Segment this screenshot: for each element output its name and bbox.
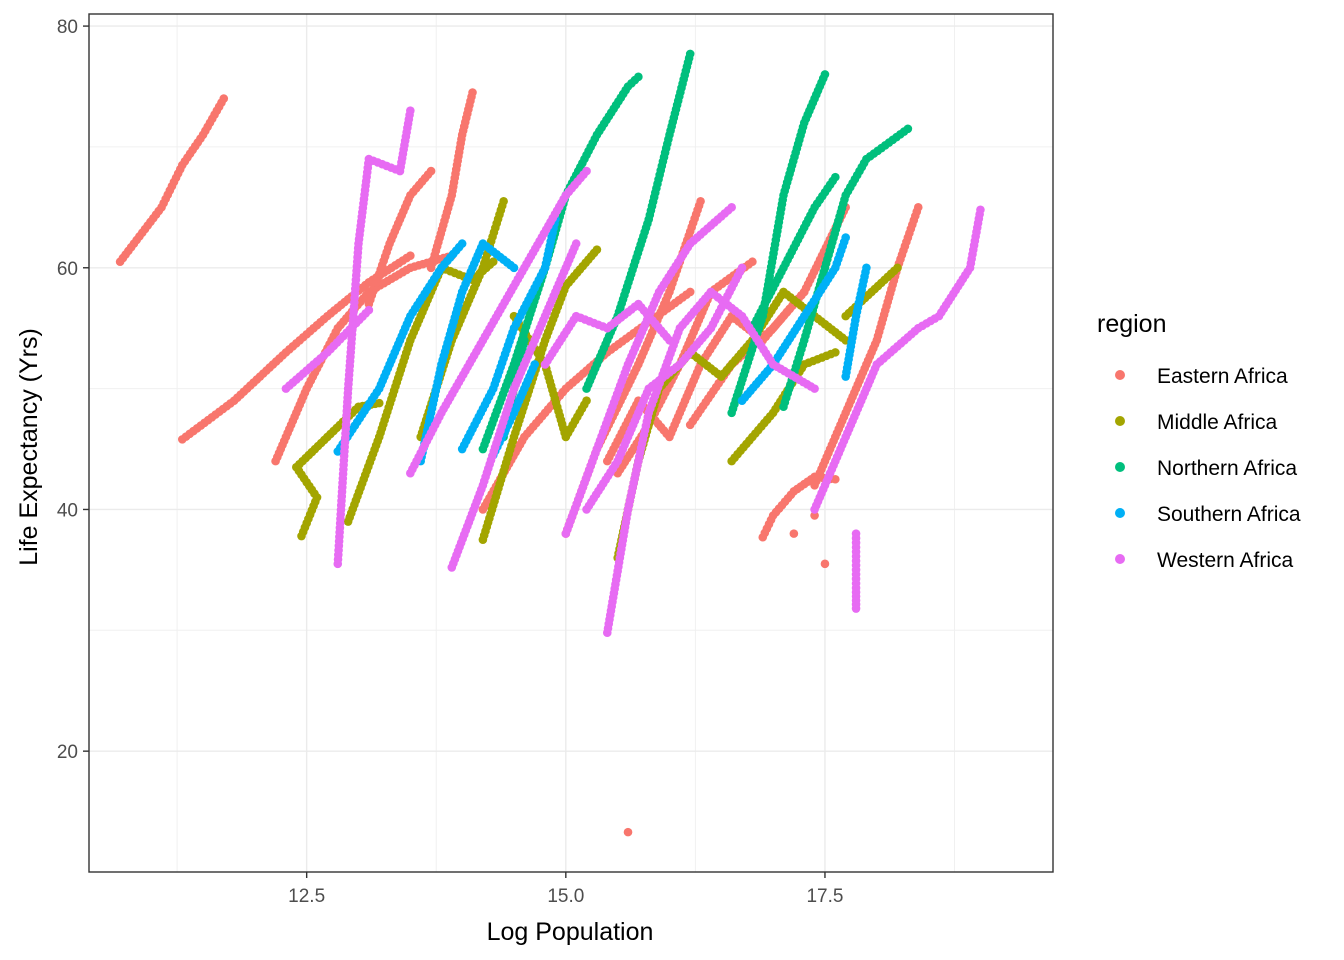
data-point (748, 257, 757, 267)
data-point (789, 529, 799, 538)
y-tick-label: 80 (57, 17, 78, 38)
data-point (374, 398, 384, 408)
legend-key (1115, 416, 1125, 426)
data-point (520, 335, 529, 345)
legend-key (1115, 554, 1125, 564)
data-point (862, 263, 871, 273)
data-point (831, 474, 840, 484)
data-point (582, 166, 591, 176)
x-tick-label: 15.0 (547, 886, 584, 907)
legend-label: Southern Africa (1157, 503, 1301, 526)
plot-panel-border (88, 13, 1054, 873)
y-axis-title: Life Expectancy (Yrs) (15, 328, 43, 566)
data-point (468, 88, 477, 97)
data-point (685, 287, 695, 297)
minor-gridlines (89, 14, 1053, 873)
data-point (219, 94, 229, 103)
data-point (737, 263, 747, 273)
data-point (406, 106, 415, 115)
legend: region Eastern Africa Middle Africa Northe… (1097, 310, 1301, 572)
data-point (727, 203, 736, 212)
data-point (841, 233, 850, 242)
y-tick-label: 40 (57, 500, 78, 521)
data-point (364, 305, 374, 315)
data-point (913, 203, 923, 212)
data-point (623, 827, 633, 837)
legend-label: Western Africa (1157, 549, 1293, 572)
data-point (820, 559, 830, 569)
legend-label: Eastern Africa (1157, 365, 1288, 388)
data-point (820, 70, 830, 79)
major-gridlines (89, 14, 1053, 872)
data-point (634, 72, 643, 82)
data-point (571, 239, 581, 248)
data-point (530, 360, 540, 369)
legend-key (1115, 508, 1125, 518)
x-axis-ticks: 12.5 15.0 17.5 (288, 872, 843, 907)
legend-label: Northern Africa (1157, 457, 1297, 480)
data-point (831, 172, 840, 182)
data-point (893, 263, 902, 273)
data-point (696, 197, 705, 206)
data-point (592, 245, 602, 254)
data-point (406, 251, 415, 260)
x-tick-label: 17.5 (806, 886, 843, 907)
data-point (851, 529, 861, 538)
data-point (509, 263, 519, 273)
legend-label: Middle Africa (1157, 411, 1278, 434)
legend-key (1115, 462, 1125, 472)
data-point (426, 166, 436, 176)
y-tick-label: 60 (57, 259, 78, 280)
data-point (903, 124, 913, 134)
y-axis-ticks: 20 40 60 80 (57, 17, 89, 763)
data-point (457, 239, 467, 248)
y-tick-label: 20 (57, 742, 78, 763)
legend-key (1115, 370, 1125, 380)
data-points (115, 49, 985, 837)
data-point (499, 197, 508, 206)
legend-title: region (1097, 310, 1167, 338)
data-point (665, 335, 674, 345)
data-point (831, 348, 840, 357)
data-point (810, 384, 819, 393)
data-point (685, 49, 695, 59)
x-tick-label: 12.5 (288, 886, 325, 907)
series-eastern-africa (115, 88, 923, 837)
series-western-africa (281, 106, 985, 638)
data-point (488, 257, 498, 267)
x-axis-title: Log Population (487, 918, 654, 946)
data-point (976, 205, 985, 215)
series-southern-africa (333, 215, 871, 466)
data-point (582, 396, 591, 406)
legend-items: Eastern Africa Middle Africa Northern Afri… (1115, 365, 1301, 572)
data-point (810, 511, 819, 520)
